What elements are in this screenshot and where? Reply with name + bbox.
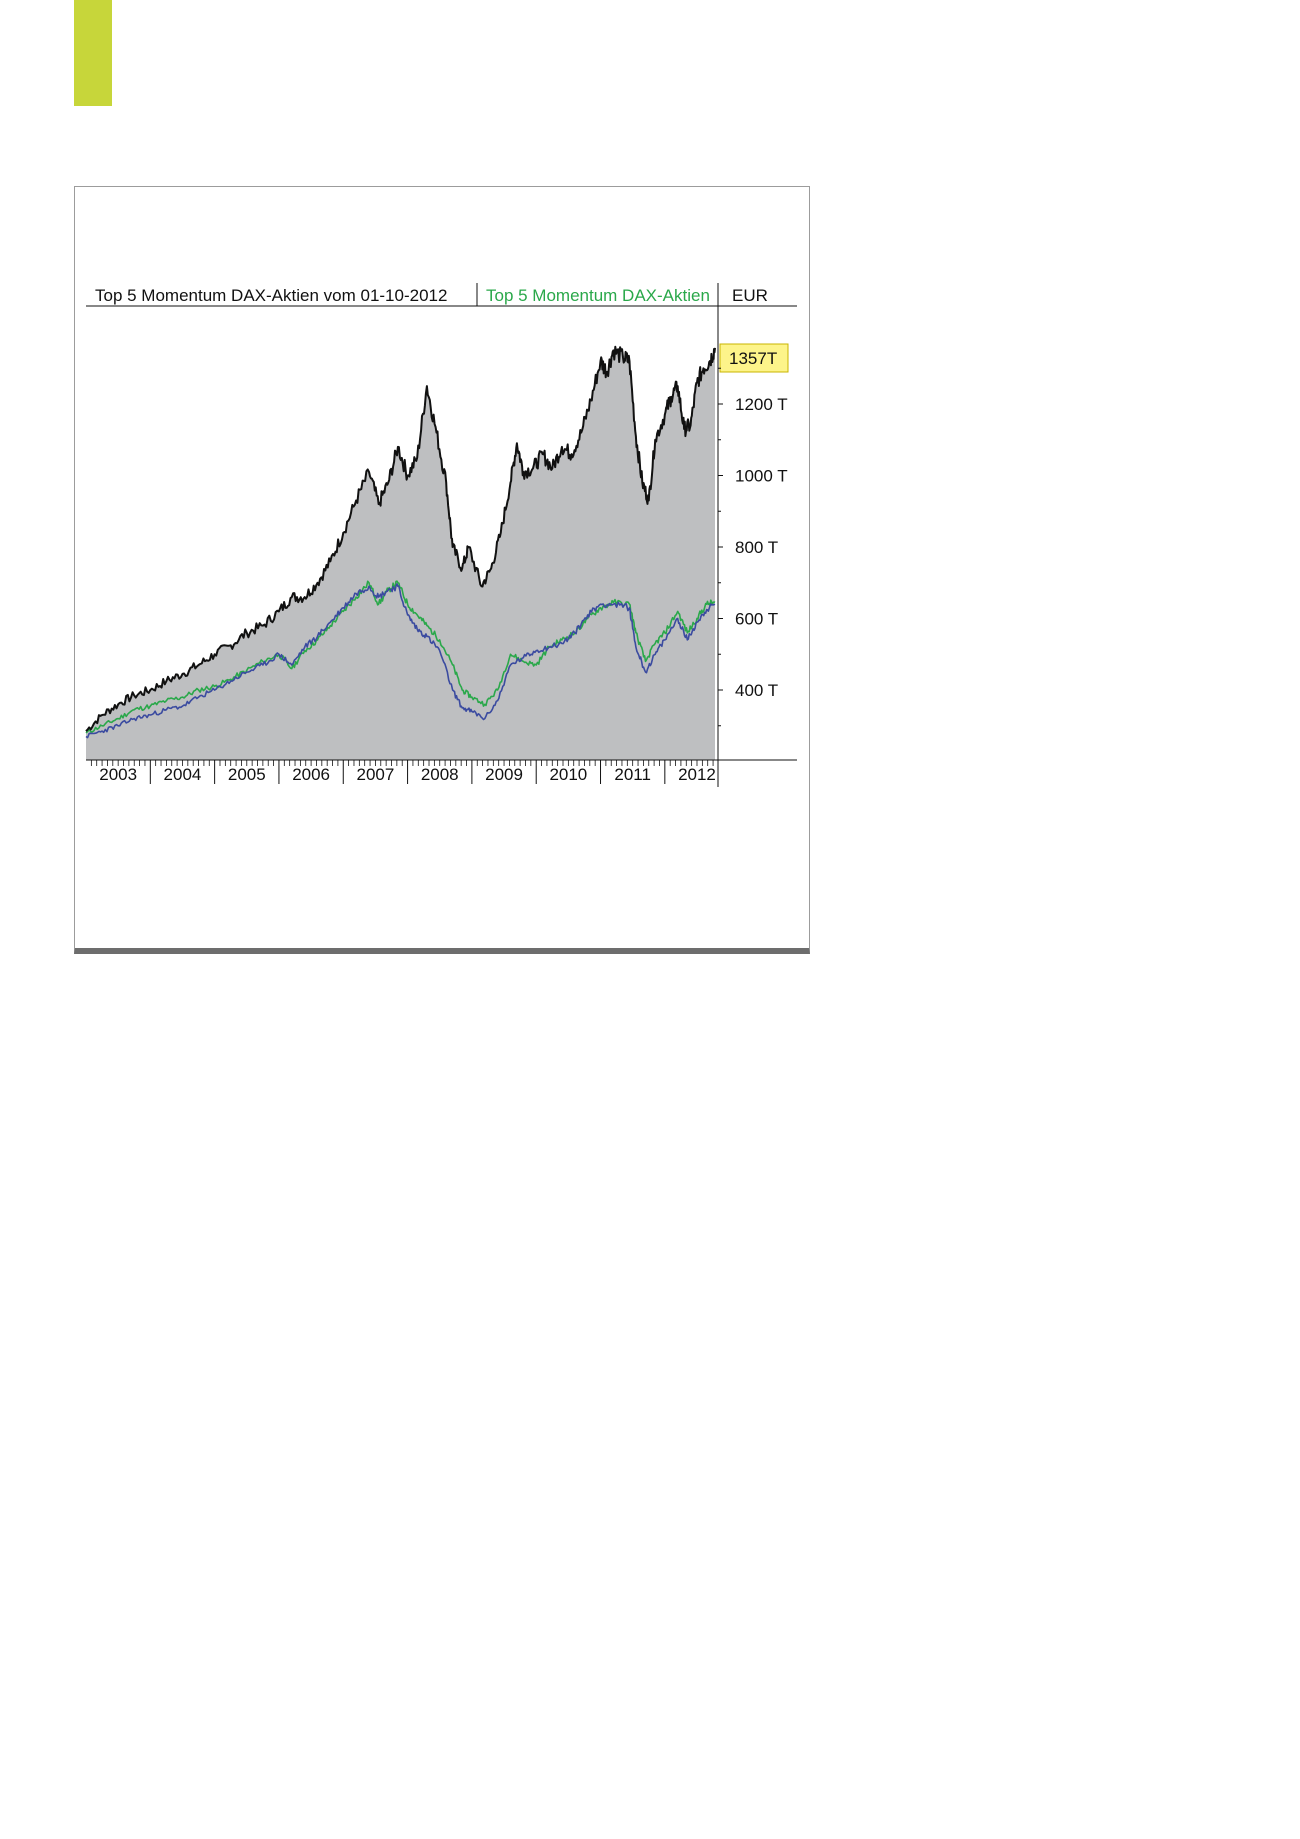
chart-frame: Top 5 Momentum DAX-Aktien vom 01-10-2012… [74, 186, 810, 954]
currency-label: EUR [732, 286, 768, 305]
plot-layer [85, 345, 716, 760]
x-ticks: 2003 2004 2005 2006 2007 2008 2009 2010 2011 2012 [90, 760, 719, 784]
series-line-blue [85, 583, 716, 739]
x-tick-label: 2012 [678, 765, 716, 784]
x-tick-label: 2009 [485, 765, 523, 784]
chart-title: Top 5 Momentum DAX-Aktien vom 01-10-2012 [95, 286, 447, 305]
y-tick-label: 800 T [735, 538, 778, 557]
x-tick-label: 2011 [614, 765, 651, 784]
accent-bar [74, 0, 112, 106]
y-tick-label: 1200 T [735, 395, 788, 414]
y-tick-label: 600 T [735, 610, 778, 629]
area-fill [86, 346, 715, 760]
chart: Top 5 Momentum DAX-Aktien vom 01-10-2012… [85, 283, 797, 787]
x-tick-label: 2004 [164, 765, 202, 784]
legend-green-label: Top 5 Momentum DAX-Aktien [486, 286, 710, 305]
last-value-label: 1357T [729, 349, 777, 368]
y-ticks: 400 T 600 T 800 T 1000 T 1200 T [718, 367, 788, 727]
series-line-main [85, 345, 716, 732]
y-tick-label: 400 T [735, 681, 778, 700]
x-tick-label: 2007 [357, 765, 395, 784]
x-tick-label: 2003 [99, 765, 137, 784]
y-tick-label: 1000 T [735, 467, 788, 486]
x-tick-label: 2010 [549, 765, 587, 784]
x-tick-label: 2005 [228, 765, 266, 784]
last-value-box [719, 343, 789, 373]
x-tick-label: 2006 [292, 765, 330, 784]
x-tick-label: 2008 [421, 765, 459, 784]
